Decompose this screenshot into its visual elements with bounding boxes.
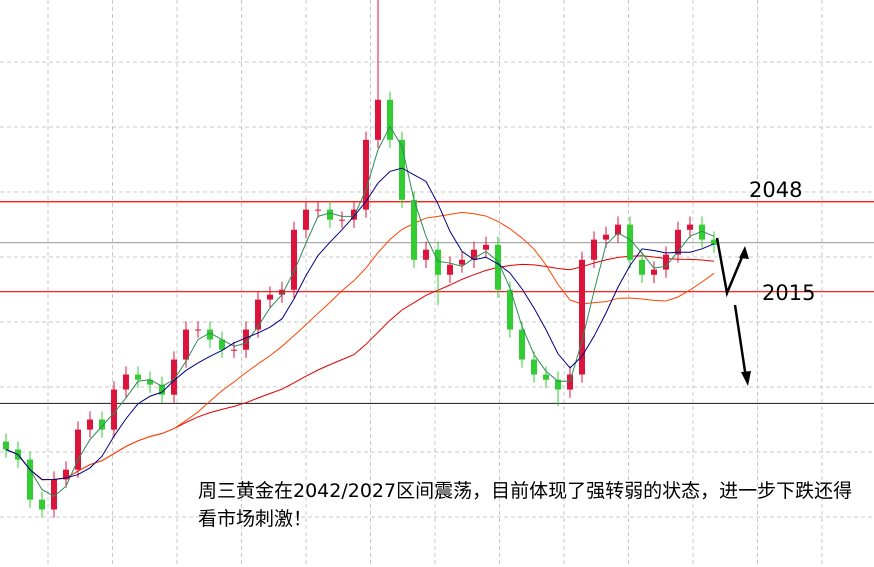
candle-body [567,374,573,390]
candle-body [375,99,381,140]
candle-body [147,379,153,385]
candle-body [363,139,369,210]
candle-body [279,289,285,295]
candle-body [219,339,225,350]
candle-body [291,229,297,290]
arrowhead-up-icon [739,246,749,259]
annotation-text: 周三黄金在2042/2027区间震荡，目前体现了强转弱的状态，进一步下跌还得看市… [198,480,853,530]
arrow-down [733,304,748,379]
level-label-2048: 2048 [749,178,803,202]
candle-body [3,441,9,450]
candle-body [663,254,669,270]
candle-body [87,419,93,430]
candle-body [135,374,141,380]
candle-body [435,249,441,275]
level-label-2015: 2015 [762,281,816,305]
candle-body [111,389,117,430]
candle-body [495,244,501,290]
candle-body [387,99,393,140]
arrowhead-down-icon [741,371,751,386]
candle-body [459,259,465,265]
candle-body [27,459,33,500]
candle-body [711,239,717,245]
candle-body [423,249,429,260]
candle-body [351,209,357,220]
candle-body [591,239,597,260]
candle-body [531,359,537,375]
candle-body [75,429,81,470]
candle-body [519,329,525,360]
moving-average-slow [5,211,715,481]
candle-body [123,374,129,390]
candle-body [183,329,189,360]
moving-average-fast [5,125,715,497]
candle-body [627,224,633,260]
candle-body [507,289,513,330]
candle-body [483,244,489,250]
moving-average-mid [5,167,715,481]
candle-body [699,224,705,240]
candle-body [639,259,645,275]
candle-body [159,384,165,395]
candle-body [615,224,621,235]
candle-body [555,379,561,390]
candle-body [207,329,213,340]
candle-body [39,499,45,510]
candle-body [99,419,105,430]
candle-body [675,229,681,255]
candle-body [471,249,477,260]
candle-body [399,139,405,200]
candle-body [447,264,453,275]
candle-body [51,479,57,510]
candle-body [315,209,321,211]
candle-body [603,234,609,240]
candle-body [303,209,309,230]
candle-body [255,299,261,330]
candle-body [63,469,69,480]
candle-body [579,259,585,375]
candle-body [411,199,417,260]
candle-body [543,374,549,380]
candle-body [231,349,237,351]
candle-body [339,219,345,221]
arrow-down-up [715,237,747,298]
candle-body [267,294,273,300]
candle-body [687,224,693,230]
candle-body [243,329,249,350]
candle-body [171,359,177,395]
candle-body [651,269,657,275]
candle-body [327,209,333,220]
candle-body [195,329,201,331]
